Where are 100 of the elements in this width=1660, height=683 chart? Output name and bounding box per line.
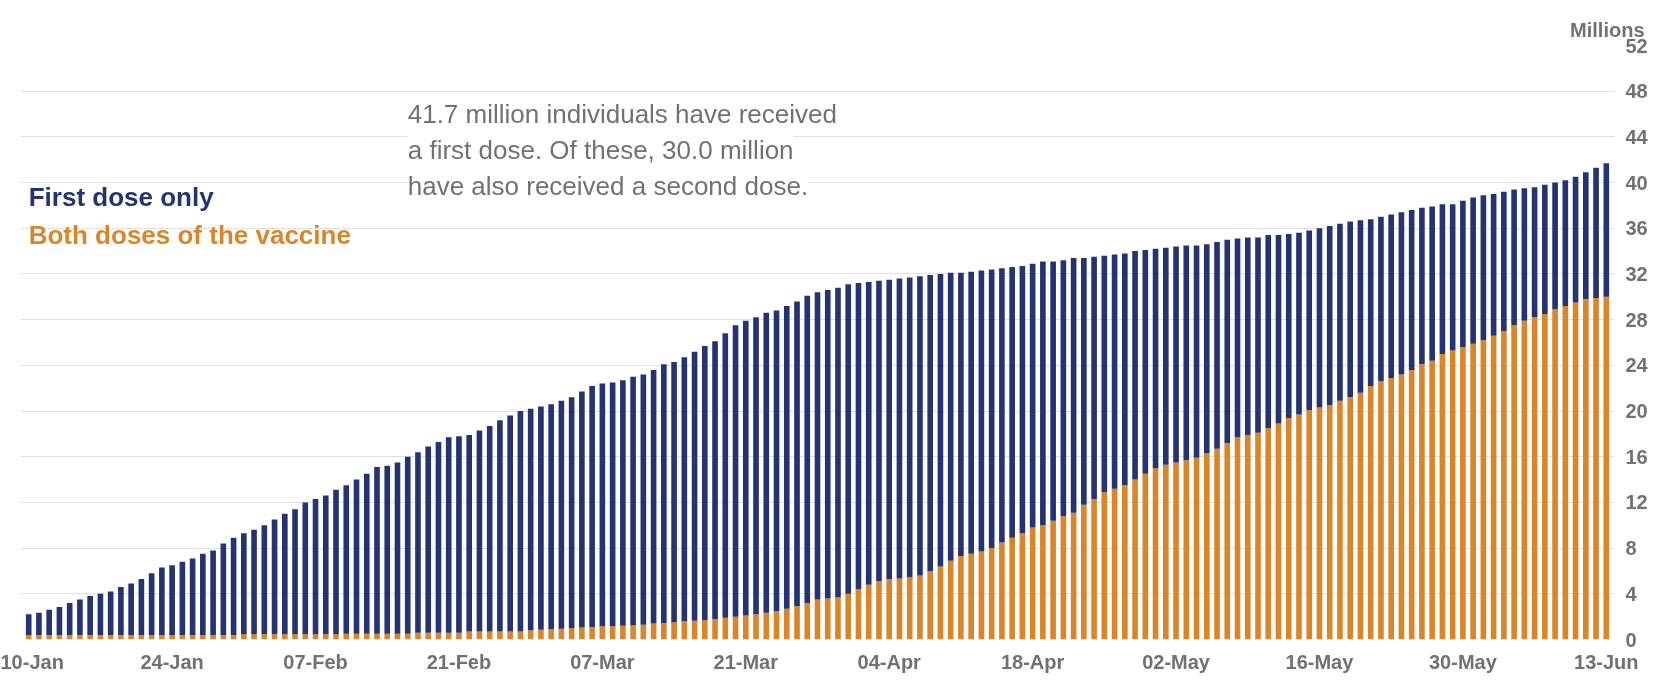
bar [1132,479,1138,640]
bar [1511,189,1517,326]
bar [1142,473,1149,640]
bar [261,525,268,635]
bar [763,312,770,613]
bar [1378,216,1384,382]
bar [118,634,124,640]
bar [917,575,923,640]
bar [1214,241,1220,449]
bar [579,391,585,628]
bar [1593,297,1599,640]
text: First dose only [28,181,215,212]
bar [1122,485,1128,640]
bar [404,456,411,634]
bar [620,380,626,626]
bar [1552,182,1558,310]
bar [1173,462,1179,640]
bar [200,634,206,640]
bar [497,631,503,640]
bar [845,593,852,640]
bar [159,634,165,640]
bar [1347,397,1354,640]
bar [630,376,636,626]
bar [548,404,554,630]
bar [507,415,513,632]
y-tick-label: 8 [1625,537,1637,560]
bar [251,634,257,640]
bar [1203,244,1210,454]
bar [241,533,247,635]
bar [671,361,677,623]
bar [36,634,42,640]
bar [589,626,595,640]
bar [548,629,554,640]
bar [322,495,329,635]
bar [159,567,165,635]
bar [999,542,1005,640]
bar [1183,245,1190,461]
bar [118,586,124,635]
bar [886,279,893,579]
bar [1388,214,1394,378]
bar [917,276,923,576]
bar [783,305,790,609]
bar [1040,261,1046,526]
y-tick-label: 12 [1625,491,1648,514]
bar [589,385,595,627]
bar [794,301,800,607]
bar [1337,400,1343,640]
bar [1326,405,1333,640]
bar [1296,414,1302,640]
bar [363,633,370,640]
bar [824,598,831,640]
bar [1081,257,1087,505]
bar [374,467,380,634]
bar [1337,223,1343,401]
bar [865,281,872,585]
bar [722,617,729,640]
bar [404,633,411,640]
y-tick-label: 36 [1625,217,1648,240]
bar [466,435,473,632]
bar [445,437,452,633]
bar [1009,537,1015,640]
x-tick-label: 21-Feb [426,650,492,673]
bar [742,320,749,616]
x-tick-label: 16-May [1285,650,1355,673]
bar [46,609,52,635]
bar [1162,464,1169,640]
bar [1593,167,1599,298]
bar [25,634,32,640]
bar [906,577,913,640]
bar [804,295,811,603]
bar [1429,360,1435,640]
x-tick-label: 18-Apr [1000,650,1065,673]
bar [25,614,32,635]
bar [968,553,974,640]
bar [363,473,370,634]
bar [712,618,718,640]
x-tick-label: 07-Feb [283,650,348,673]
text: Both doses of the vaccine [28,219,351,250]
bar [251,529,257,635]
bar [1132,251,1138,480]
bar [333,489,339,635]
bar [486,425,493,632]
bar [1367,219,1374,386]
bar [466,631,473,640]
bar [322,634,329,640]
bar [835,597,841,640]
y-tick-label: 24 [1625,354,1649,377]
bar [794,606,800,640]
bar [343,633,350,640]
bar [1091,256,1097,499]
bar [1296,232,1302,415]
bar [415,632,421,640]
bar [1050,520,1056,640]
x-tick-label: 07-Mar [570,650,635,673]
bar [1224,239,1231,444]
y-tick-label: 0 [1625,628,1637,651]
bar [1347,221,1354,398]
bar [1255,237,1261,433]
bar [1224,443,1231,640]
bar [241,634,247,640]
